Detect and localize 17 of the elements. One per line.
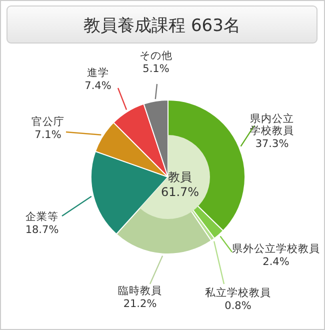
slice-label: 企業等: [26, 211, 58, 223]
data-label: 7.4%: [84, 80, 112, 92]
slice-label: 官公庁: [32, 115, 64, 128]
data-label: 37.3%: [255, 138, 289, 150]
slice-label: 臨時教員: [118, 284, 162, 297]
slice-label: 県内公立学校教員: [250, 112, 294, 137]
slice-label: その他: [140, 50, 172, 62]
slice-label: 県外公立学校教員: [232, 242, 320, 255]
data-label: 18.7%: [25, 224, 59, 236]
data-label: 5.1%: [142, 63, 170, 75]
slice-label: 私立学校教員: [205, 286, 271, 299]
data-label: 21.2%: [123, 298, 157, 310]
chart-title: 教員養成課程 663名: [84, 16, 240, 36]
slice-label: 進学: [87, 67, 109, 79]
data-label: 0.8%: [224, 300, 252, 312]
data-label: 2.4%: [262, 256, 290, 268]
data-label: 7.1%: [34, 129, 62, 141]
